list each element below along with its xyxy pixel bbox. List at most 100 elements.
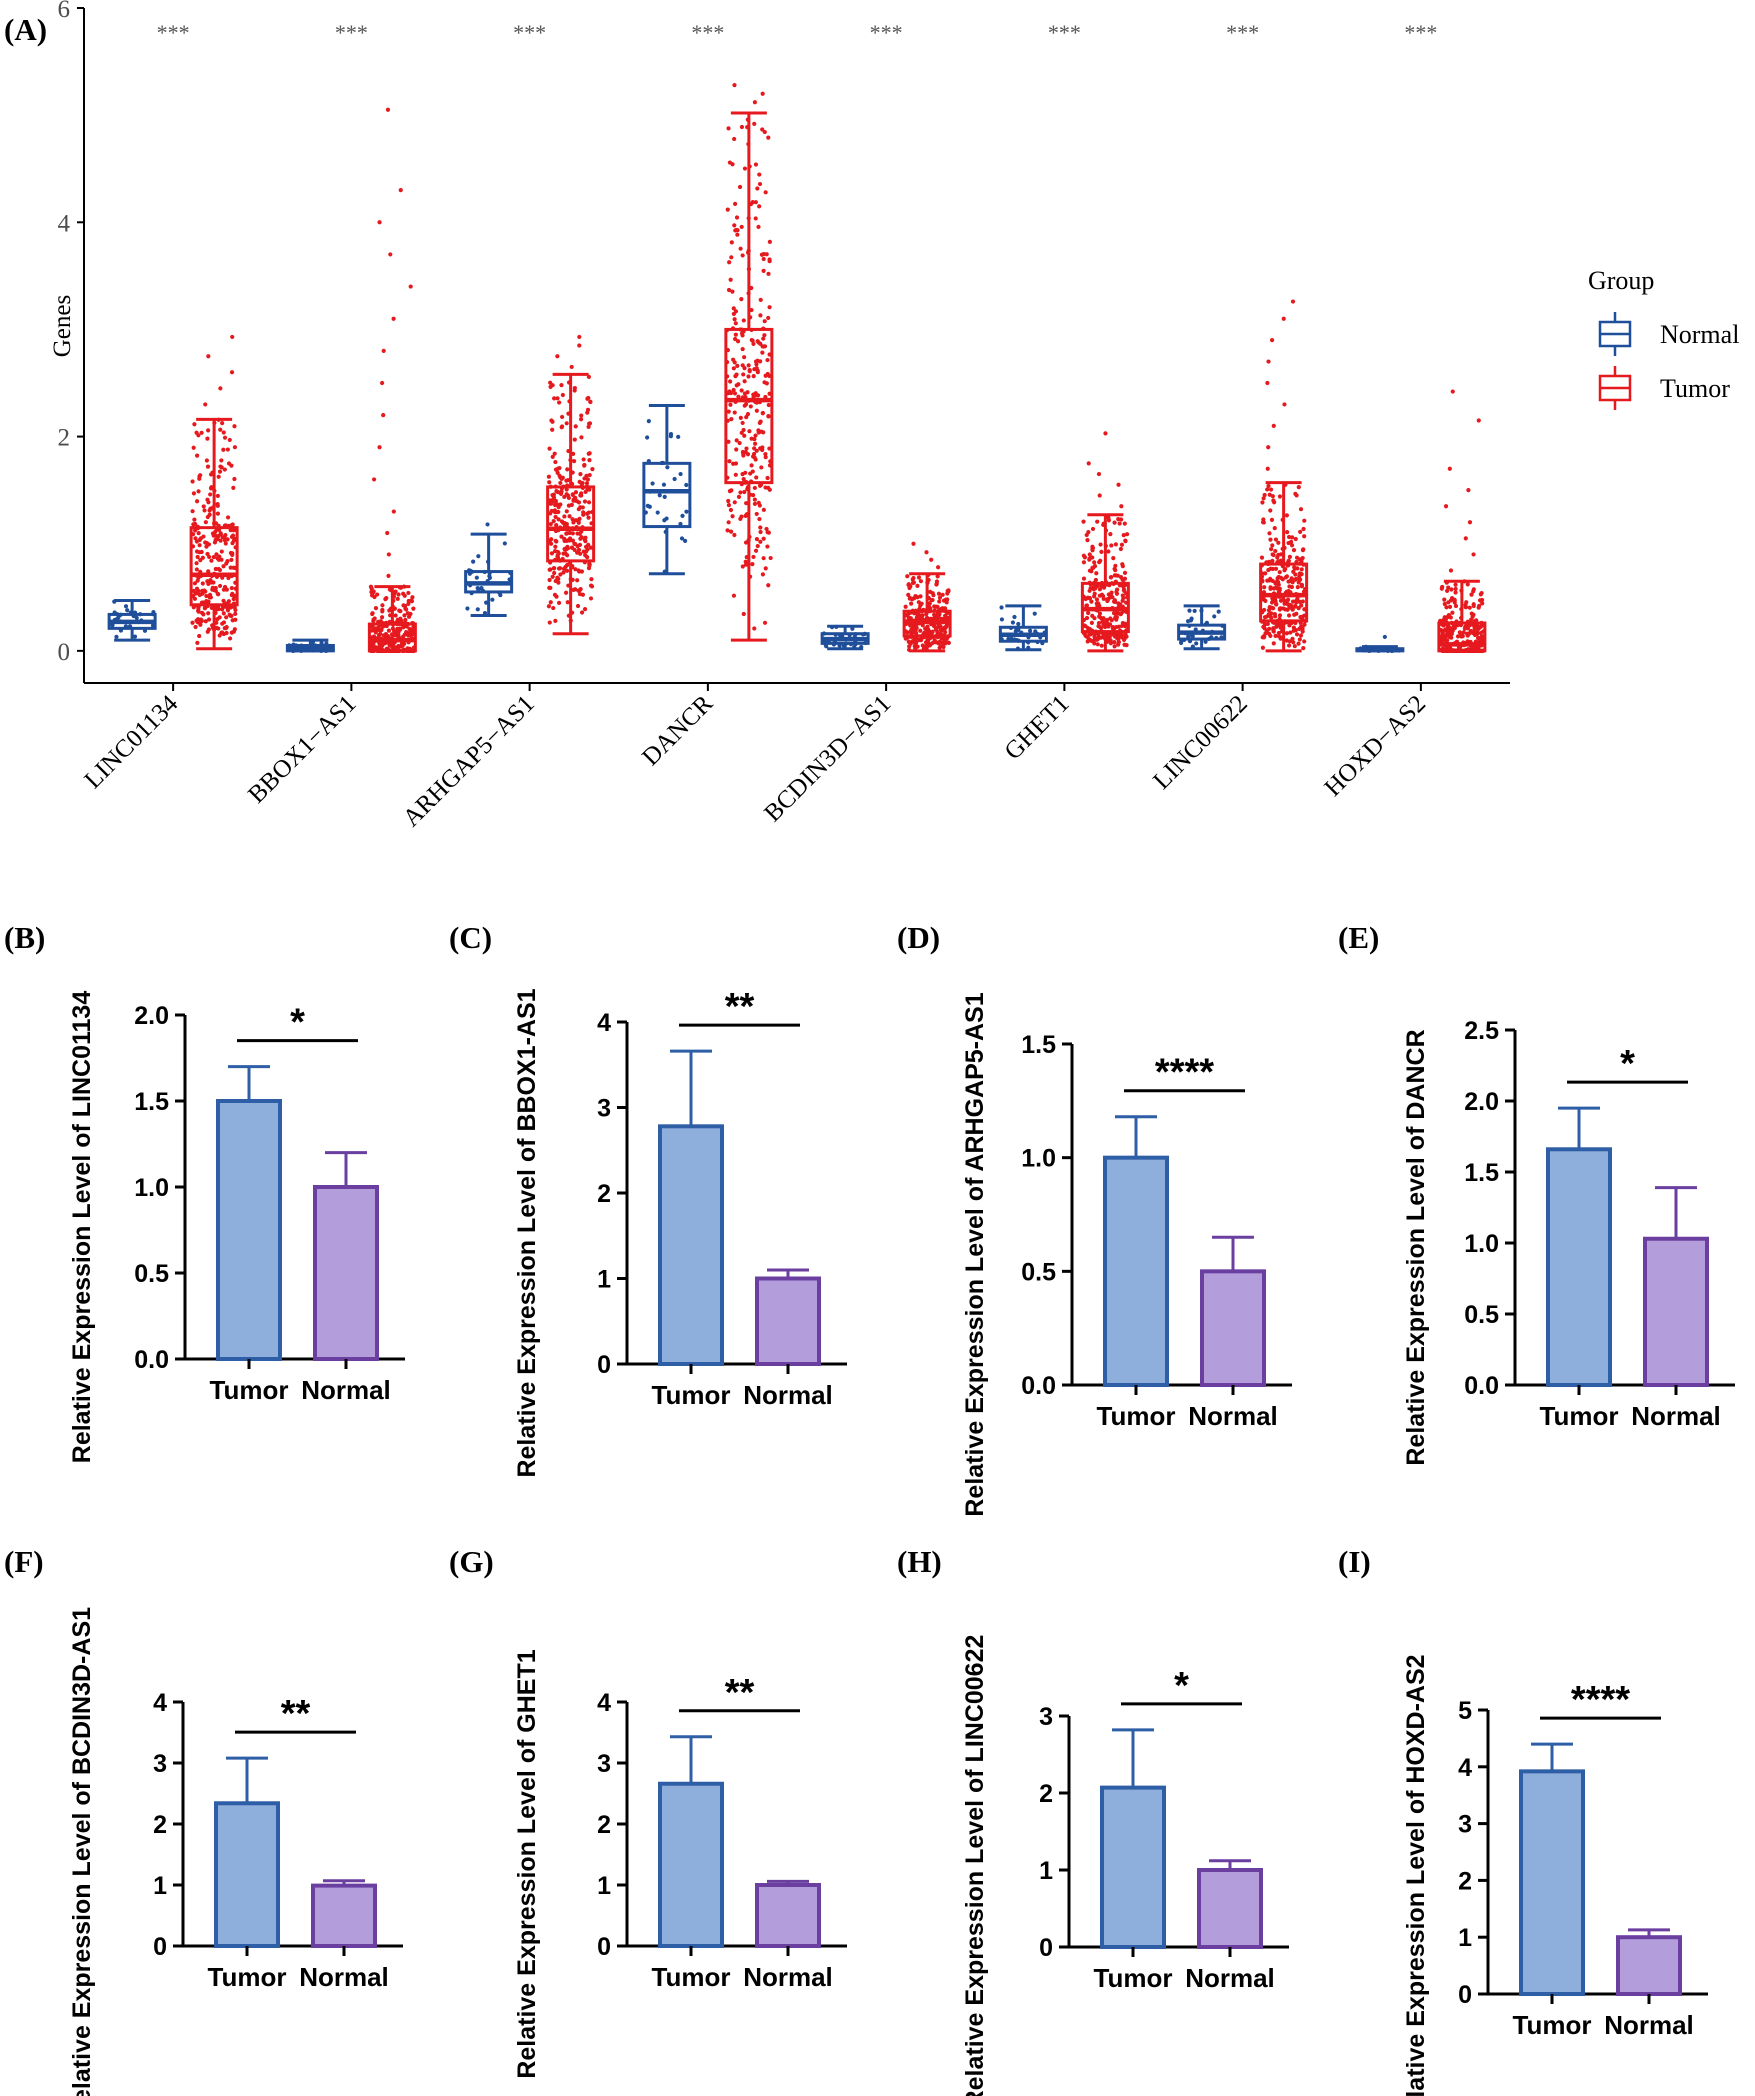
y-tick-label-f: 4	[153, 1689, 167, 1717]
data-point-tumor	[211, 554, 216, 560]
data-point-tumor	[581, 512, 586, 517]
data-point-tumor	[1261, 496, 1266, 501]
data-point-tumor	[564, 487, 569, 492]
data-point-normal	[1012, 614, 1017, 620]
data-point-tumor	[372, 616, 377, 621]
data-point-tumor	[1109, 543, 1114, 548]
panel-e-bar-chart: (E) 0.0 0.5 1.0 1.5 2.0 2.5 Relative Expression…	[1338, 920, 1735, 1466]
data-point-tumor	[209, 485, 214, 490]
data-point-tumor	[726, 409, 731, 414]
data-point-tumor	[229, 630, 234, 635]
data-point-tumor	[588, 545, 594, 550]
data-point-tumor	[560, 392, 565, 398]
data-point-tumor	[559, 383, 564, 388]
y-axis-label-f: Relative Expression Level of BCDIN3D-AS1	[68, 1607, 96, 2096]
data-point-tumor	[946, 588, 951, 593]
data-point-tumor	[1294, 555, 1300, 560]
significance-stars-a: ***	[1404, 20, 1437, 45]
data-point-tumor	[377, 642, 382, 647]
data-point-tumor	[732, 500, 737, 505]
data-point-tumor	[200, 581, 205, 586]
data-point-tumor	[761, 256, 766, 262]
y-axis-label-a: Genes	[49, 295, 76, 357]
data-point-tumor	[580, 592, 586, 597]
data-point-tumor	[1272, 612, 1277, 617]
y-tick-label-f: 1	[153, 1872, 167, 1900]
data-point-tumor	[1268, 508, 1273, 513]
data-point-tumor	[1112, 633, 1117, 638]
outlier-point-tumor	[1448, 568, 1454, 573]
bar-normal	[1643, 1236, 1709, 1387]
data-point-tumor	[402, 632, 407, 637]
outlier-point-tumor	[1086, 461, 1091, 466]
data-point-tumor	[380, 624, 385, 629]
data-point-tumor	[731, 311, 736, 317]
y-tick-label-g: 3	[597, 1750, 611, 1778]
y-tick-label-f: 0	[153, 1933, 167, 1961]
data-point-tumor	[1461, 630, 1466, 635]
data-point-tumor	[392, 629, 397, 634]
data-point-tumor	[734, 447, 739, 452]
y-tick-label-g: 2	[597, 1811, 611, 1839]
data-point-tumor	[1084, 615, 1090, 621]
data-point-tumor	[197, 633, 202, 639]
data-point-tumor	[224, 615, 229, 620]
data-point-normal	[475, 607, 480, 612]
outlier-point-tumor	[391, 509, 396, 514]
data-point-tumor	[1114, 625, 1119, 630]
data-point-tumor	[559, 414, 565, 420]
data-point-tumor	[192, 581, 198, 586]
data-point-normal	[650, 481, 655, 486]
data-point-tumor	[1300, 555, 1305, 561]
data-point-tumor	[401, 603, 406, 608]
data-point-tumor	[755, 370, 760, 375]
data-point-tumor	[753, 548, 759, 553]
data-point-tumor	[752, 441, 758, 446]
data-point-tumor	[1272, 526, 1277, 531]
data-point-tumor	[402, 613, 407, 618]
data-point-tumor	[1104, 617, 1110, 623]
data-point-tumor	[741, 611, 746, 617]
data-point-tumor	[1282, 568, 1287, 573]
data-point-tumor	[744, 501, 749, 506]
data-point-tumor	[766, 414, 771, 419]
data-point-tumor	[217, 633, 222, 638]
data-point-tumor	[1097, 560, 1102, 565]
x-tick-label-a: BBOX1−AS1	[243, 690, 361, 808]
data-point-tumor	[1124, 643, 1129, 648]
data-point-tumor	[762, 333, 767, 338]
data-point-tumor	[920, 623, 925, 628]
data-point-tumor	[934, 581, 939, 586]
data-point-tumor	[766, 271, 771, 276]
data-point-tumor	[1296, 606, 1301, 611]
bar-tumor	[216, 1099, 282, 1361]
data-point-tumor	[730, 514, 735, 519]
data-point-tumor	[728, 379, 733, 384]
data-point-tumor	[1287, 605, 1292, 610]
data-point-tumor	[1109, 618, 1114, 623]
data-point-tumor	[1081, 560, 1087, 565]
data-point-tumor	[756, 224, 761, 229]
data-point-tumor	[1298, 529, 1303, 534]
data-point-tumor	[1273, 566, 1279, 571]
data-point-normal	[668, 432, 674, 437]
data-point-tumor	[552, 566, 557, 571]
y-tick-label-h: 1	[1039, 1857, 1053, 1885]
outlier-point-tumor	[1467, 520, 1473, 525]
data-point-tumor	[1259, 555, 1265, 560]
data-point-tumor	[198, 617, 204, 622]
data-point-tumor	[1471, 629, 1477, 634]
data-point-tumor	[766, 583, 771, 588]
data-point-tumor	[1108, 575, 1113, 580]
data-point-tumor	[586, 500, 592, 505]
bar-normal	[1200, 1269, 1266, 1388]
data-point-tumor	[204, 593, 209, 599]
data-point-tumor	[1278, 606, 1283, 611]
data-point-tumor	[1467, 605, 1472, 610]
y-tick-label-e: 1.0	[1464, 1230, 1499, 1258]
data-point-tumor	[913, 640, 919, 646]
data-point-tumor	[551, 518, 556, 524]
data-point-tumor	[1446, 585, 1451, 590]
data-point-tumor	[762, 319, 767, 324]
data-point-normal	[474, 575, 479, 580]
